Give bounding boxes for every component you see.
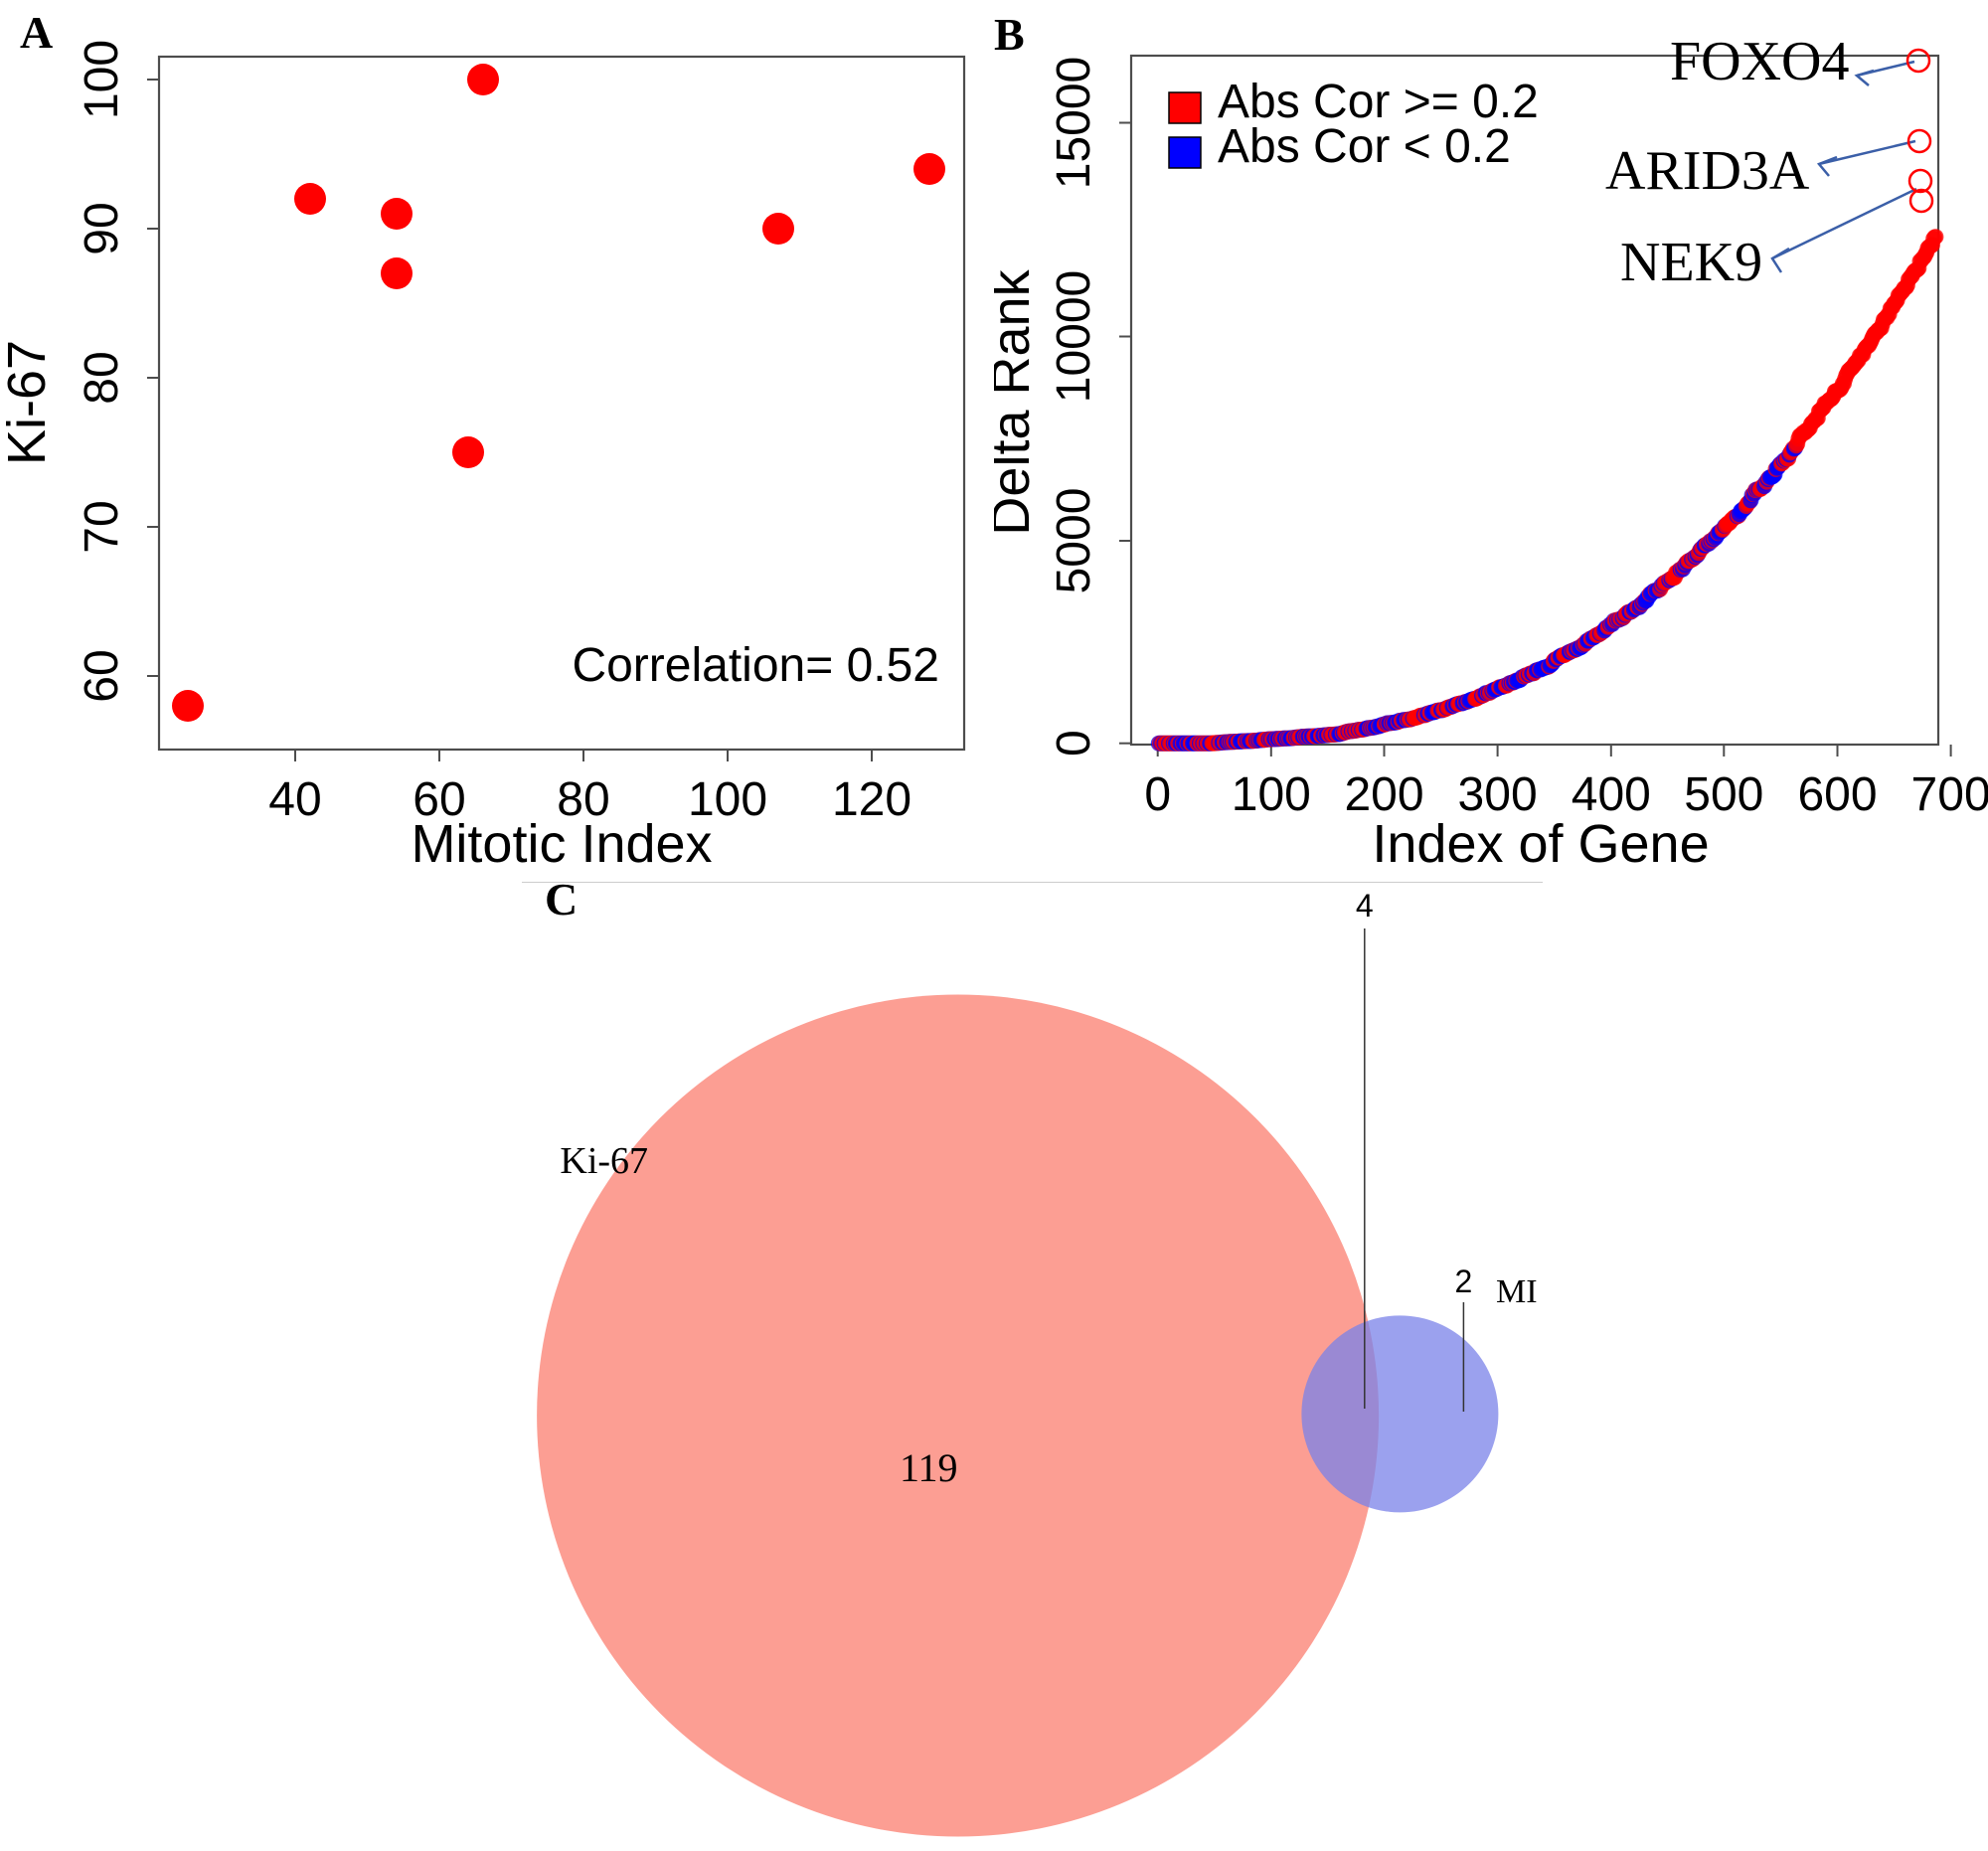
svg-text:FOXO4: FOXO4 xyxy=(1670,31,1849,92)
svg-text:120: 120 xyxy=(832,773,911,826)
svg-text:4: 4 xyxy=(1356,888,1374,924)
svg-text:100: 100 xyxy=(1232,768,1311,821)
svg-text:Correlation= 0.52: Correlation= 0.52 xyxy=(572,639,939,692)
svg-text:MI: MI xyxy=(1496,1273,1538,1310)
svg-text:2: 2 xyxy=(1455,1263,1473,1299)
svg-text:Delta Rank: Delta Rank xyxy=(994,268,1041,535)
svg-text:90: 90 xyxy=(76,202,128,254)
svg-text:40: 40 xyxy=(268,773,321,826)
svg-text:15000: 15000 xyxy=(1048,57,1100,189)
svg-text:80: 80 xyxy=(76,351,128,404)
svg-text:100: 100 xyxy=(76,40,128,119)
svg-text:5000: 5000 xyxy=(1048,488,1100,594)
svg-text:119: 119 xyxy=(900,1445,958,1490)
svg-text:60: 60 xyxy=(76,649,128,702)
svg-text:10000: 10000 xyxy=(1048,270,1100,403)
svg-text:Abs Cor < 0.2: Abs Cor < 0.2 xyxy=(1218,120,1511,173)
svg-text:Ki-67: Ki-67 xyxy=(0,340,57,465)
svg-text:70: 70 xyxy=(76,500,128,553)
svg-text:NEK9: NEK9 xyxy=(1620,232,1762,293)
svg-text:600: 600 xyxy=(1797,768,1877,821)
svg-text:Ki-67: Ki-67 xyxy=(560,1140,648,1182)
svg-text:0: 0 xyxy=(1144,768,1171,821)
svg-text:700: 700 xyxy=(1911,768,1988,821)
svg-text:ARID3A: ARID3A xyxy=(1605,140,1810,202)
svg-text:0: 0 xyxy=(1048,730,1100,757)
